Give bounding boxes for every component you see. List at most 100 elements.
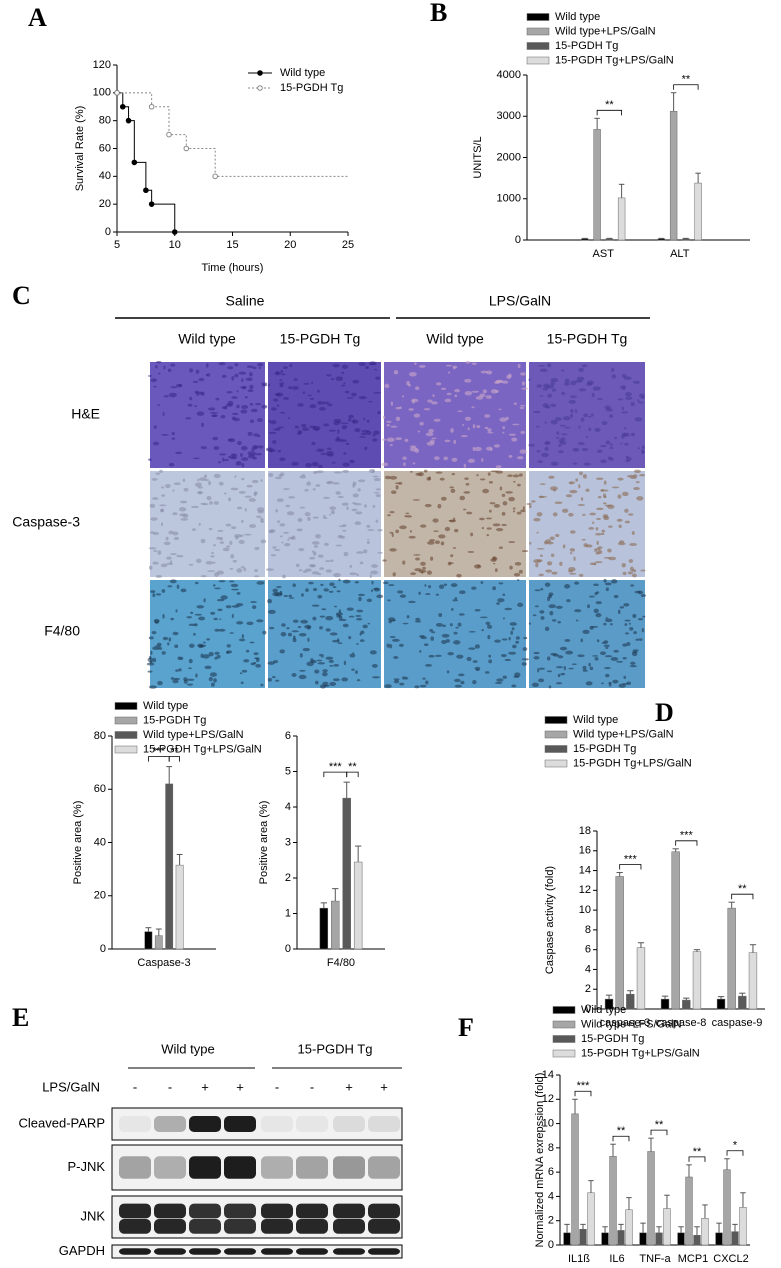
y-tick-label: 2: [548, 1215, 554, 1227]
cell: [162, 614, 165, 619]
cell: [180, 588, 187, 593]
cell: [165, 536, 169, 541]
cell: [297, 517, 303, 523]
cell: [342, 529, 347, 532]
cell: [625, 396, 633, 400]
cell: [580, 497, 584, 501]
cell: [349, 564, 353, 568]
cell: [585, 488, 590, 492]
cell: [372, 475, 379, 478]
cell: [490, 389, 498, 394]
cell: [633, 474, 638, 478]
cell: [603, 667, 611, 670]
cell: [531, 682, 539, 688]
significance-label: ***: [329, 761, 343, 773]
cell: [346, 397, 354, 399]
cell: [602, 502, 607, 505]
band: [189, 1116, 221, 1132]
cell: [549, 536, 555, 541]
band: [296, 1203, 328, 1219]
cell: [562, 416, 571, 421]
cell: [536, 384, 543, 388]
cell: [588, 662, 591, 667]
bar: [716, 998, 726, 1010]
cell: [484, 426, 489, 430]
cell: [482, 389, 487, 394]
cell: [639, 393, 645, 398]
cell: [247, 451, 256, 456]
cell: [533, 410, 541, 414]
cell: [561, 508, 569, 513]
cell: [338, 618, 347, 622]
cell: [317, 662, 326, 665]
cell: [552, 512, 558, 517]
cell: [200, 538, 206, 544]
cell: [548, 592, 554, 597]
legend-label: 15-PGDH Tg: [555, 40, 618, 52]
cell: [333, 418, 342, 423]
cell: [605, 617, 608, 619]
cell: [444, 398, 452, 403]
y-tick-label: 14: [542, 1069, 554, 1081]
cell: [210, 611, 216, 615]
cell: [404, 438, 409, 442]
cell: [170, 553, 177, 556]
cell: [209, 412, 218, 414]
legend-label: 15-PGDH Tg: [581, 1033, 644, 1045]
cell: [317, 573, 322, 575]
cell: [336, 590, 341, 593]
cell: [548, 604, 557, 609]
cell: [570, 395, 577, 399]
cell: [512, 510, 516, 513]
cell: [555, 533, 560, 538]
cell: [493, 504, 501, 508]
x-tick-label: AST: [593, 248, 615, 260]
cell: [183, 677, 188, 681]
cell: [341, 371, 345, 374]
cell: [256, 362, 264, 367]
cell: [152, 646, 160, 650]
cell: [419, 650, 422, 653]
significance-bracket: [731, 893, 754, 900]
y-tick-label: 4: [585, 963, 591, 975]
cell: [342, 524, 347, 526]
cell: [561, 391, 566, 395]
cell: [487, 431, 494, 434]
cell: [173, 536, 180, 541]
cell: [533, 656, 540, 660]
band: [261, 1203, 293, 1219]
cell: [521, 550, 529, 553]
cell: [486, 370, 493, 375]
cell: [511, 684, 517, 688]
cell: [534, 605, 539, 608]
legend-label: Wild type: [581, 1004, 626, 1016]
cell: [382, 415, 386, 419]
cell: [542, 387, 549, 391]
cell: [600, 489, 605, 492]
cell: [603, 622, 607, 626]
cell: [331, 639, 340, 643]
cell: [348, 615, 355, 618]
cell: [448, 562, 454, 565]
row-label: F4/80: [44, 623, 80, 639]
blot-label: JNK: [80, 1208, 105, 1223]
cell: [346, 607, 354, 611]
cell: [225, 651, 230, 654]
y-tick-label: 0: [548, 1239, 554, 1251]
cell: [369, 650, 377, 655]
cell: [494, 681, 503, 684]
cell: [623, 675, 627, 680]
cell: [472, 660, 478, 663]
cell: [276, 370, 279, 375]
cell: [409, 447, 418, 452]
cell: [459, 495, 466, 501]
cell: [456, 654, 464, 659]
marker: [166, 131, 172, 138]
cell: [600, 651, 606, 656]
cell: [479, 517, 485, 521]
y-tick-label: 60: [94, 783, 106, 795]
cell: [329, 681, 337, 687]
cell: [326, 481, 332, 485]
cell: [326, 451, 334, 456]
cell: [307, 394, 312, 397]
